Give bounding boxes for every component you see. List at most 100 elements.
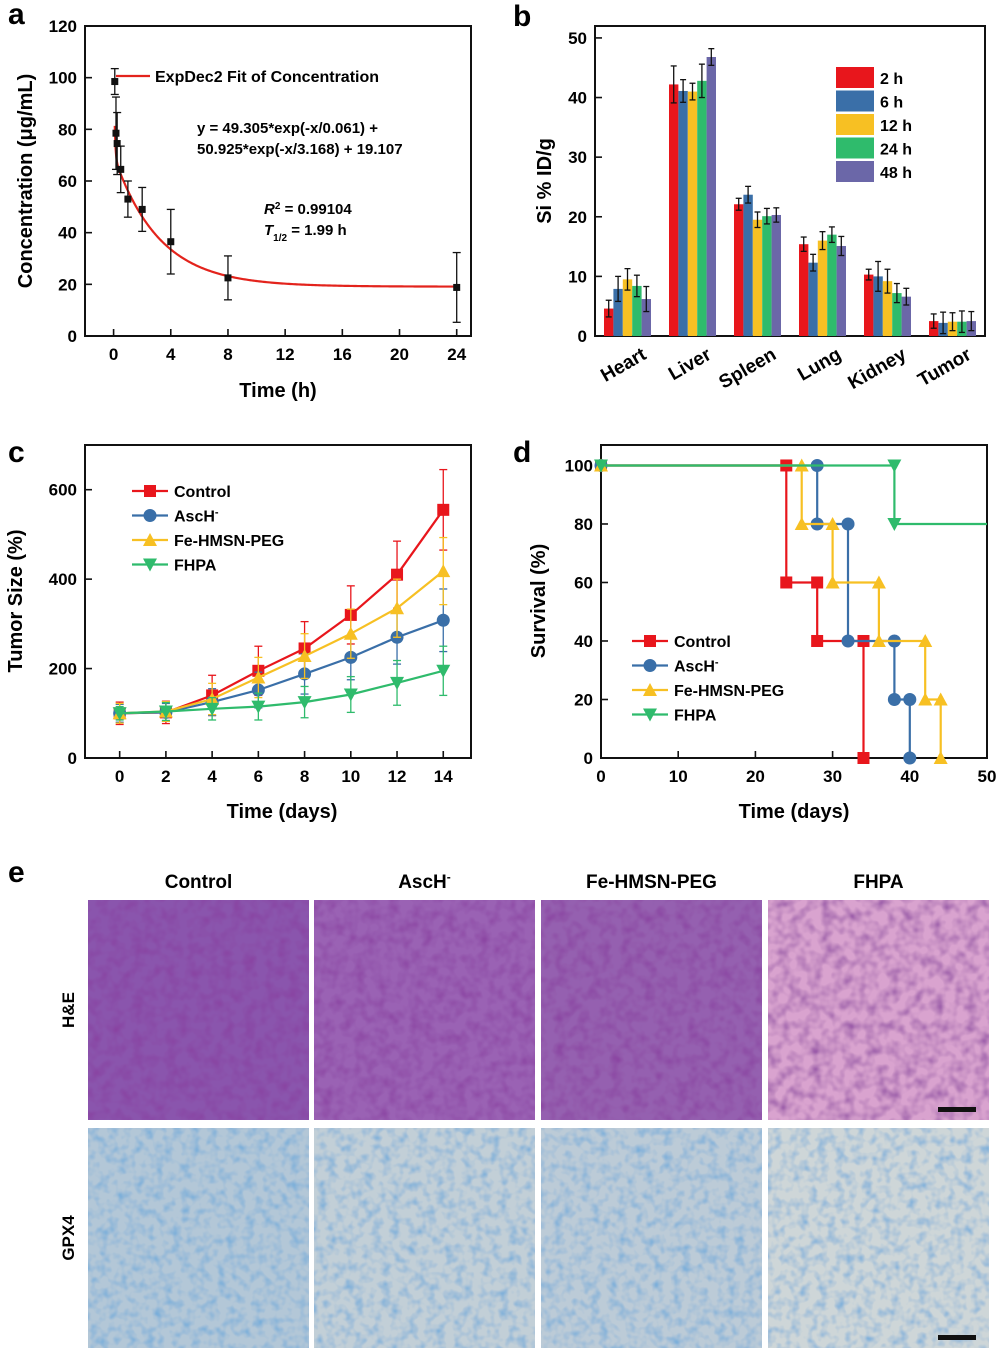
- chart-b-errorbar: [903, 287, 910, 306]
- scale-bar: [938, 1107, 976, 1112]
- chart-b-bar: [743, 194, 753, 336]
- chart-b-errorbar: [754, 211, 761, 229]
- histology-row-label: H&E: [59, 992, 78, 1028]
- gpx4-image: [541, 1128, 762, 1348]
- chart-b-bar: [892, 293, 902, 336]
- chart-c-xtick-label: 14: [434, 767, 453, 786]
- histology-row-label: GPX4: [59, 1215, 78, 1261]
- chart-b-errorbar: [605, 299, 612, 318]
- chart-c-xtick-label: 2: [161, 767, 170, 786]
- chart-d-point: [594, 459, 608, 473]
- chart-a-point: [453, 283, 461, 291]
- chart-d-ytick-label: 0: [584, 749, 593, 768]
- chart-b-errorbar: [689, 82, 696, 101]
- chart-d-series: [594, 458, 987, 765]
- chart-d-xtick-label: 10: [669, 767, 688, 786]
- histology-grid: Control AscH- Fe-HMSN-PEG FHPA H&E GPX4: [59, 870, 989, 1348]
- chart-d-legend: Control AscH- Fe-HMSN-PEG FHPA: [632, 634, 784, 725]
- chart-b-bar: [799, 244, 809, 336]
- chart-c-xtick-label: 6: [254, 767, 263, 786]
- chart-d-point: [933, 751, 948, 764]
- chart-b-bar: [808, 262, 818, 336]
- chart-a-xtick-label: 0: [109, 345, 118, 364]
- chart-a-ytick-label: 20: [58, 275, 77, 294]
- chart-a-thalf-value: = 1.99 h: [287, 222, 347, 239]
- chart-c-point: [436, 613, 450, 627]
- chart-a-r2: R2 = 0.99104: [264, 201, 352, 219]
- chart-b-category-label: Tumor: [915, 344, 976, 391]
- chart-b-errorbar: [800, 236, 807, 252]
- chart-d-point: [933, 692, 948, 706]
- chart-b-errorbar: [643, 285, 650, 313]
- chart-d-xtick-label: 40: [900, 767, 919, 786]
- chart-a-ticks: 0 20 40 60 80 100 120 0 4 8 12 16 20 24: [49, 17, 467, 364]
- chart-d-point: [887, 459, 902, 473]
- chart-d-line: [601, 464, 987, 526]
- chart-a-xtick-label: 20: [390, 345, 409, 364]
- chart-d-point: [887, 692, 901, 706]
- chart-a-point: [167, 238, 175, 246]
- chart-b-errorbar: [708, 48, 715, 66]
- chart-a-point: [113, 140, 121, 148]
- chart-d-legend-marker: [644, 635, 656, 647]
- chart-b-bar: [836, 245, 846, 336]
- chart-c-ytick-label: 600: [49, 481, 77, 500]
- chart-d-point: [780, 576, 793, 589]
- chart-c-legend-marker: [143, 509, 157, 522]
- chart-d-point: [841, 517, 855, 531]
- chart-b-errorbar: [624, 267, 631, 291]
- chart-b-legend-swatch: [836, 137, 874, 159]
- chart-d-legend-label: Fe-HMSN-PEG: [674, 683, 784, 700]
- chart-b: 0 10 20 30 40 50 2 h 6 h 12 h 24 h 48 h Heart Live…: [534, 25, 986, 394]
- chart-b-legend-label: 48 h: [880, 165, 912, 182]
- chart-b-category-label: Lung: [794, 344, 845, 385]
- chart-b-category-labels: Heart Liver Spleen Lung Kidney Tumor: [597, 344, 975, 394]
- chart-a-xtick-label: 24: [447, 345, 466, 364]
- chart-b-errorbar: [615, 275, 622, 303]
- chart-c-line: [119, 570, 444, 715]
- chart-b-legend-swatch: [836, 161, 874, 182]
- chart-a-xtick-label: 4: [166, 345, 176, 364]
- chart-c-point: [390, 676, 405, 690]
- chart-d-legend-marker: [643, 659, 657, 672]
- panel-label-b: b: [513, 0, 531, 33]
- chart-b-legend-swatch: [836, 67, 874, 88]
- chart-d-series-1: [594, 458, 917, 765]
- chart-b-errorbar: [838, 235, 845, 257]
- chart-c-ylabel: Tumor Size (%): [5, 530, 27, 673]
- chart-a-ytick-label: 0: [68, 327, 77, 346]
- chart-a-ytick-label: 60: [58, 172, 77, 191]
- chart-a-point: [117, 165, 125, 173]
- chart-b-legend-label: 24 h: [880, 142, 912, 159]
- chart-d-ytick-label: 60: [574, 573, 593, 592]
- chart-d-xtick-label: 30: [823, 767, 842, 786]
- histology-column-label: Control: [165, 872, 233, 893]
- chart-b-errorbar: [698, 63, 705, 99]
- chart-a-point: [111, 78, 119, 86]
- chart-b-errorbar: [670, 65, 677, 104]
- he-image: [88, 900, 309, 1120]
- chart-c-point: [251, 700, 266, 714]
- scale-bar: [938, 1335, 976, 1340]
- chart-d-point: [918, 633, 933, 647]
- chart-b-bar: [632, 285, 642, 336]
- chart-b-bar: [873, 276, 883, 336]
- chart-b-errorbar: [949, 312, 956, 332]
- chart-b-category-label: Spleen: [716, 344, 780, 393]
- chart-b-errorbar: [865, 268, 872, 281]
- chart-c-point: [436, 564, 451, 578]
- chart-a-legend-label: ExpDec2 Fit of Concentration: [155, 69, 379, 86]
- chart-a-xtick-label: 8: [223, 345, 232, 364]
- chart-d-xlabel: Time (days): [739, 801, 850, 823]
- chart-b-errorbar: [763, 207, 770, 225]
- chart-b-errorbar: [773, 207, 780, 223]
- chart-a-ylabel: Concentration (μg/mL): [15, 74, 37, 288]
- chart-b-errorbar: [633, 274, 640, 298]
- chart-d-xtick-label: 20: [746, 767, 765, 786]
- chart-c-legend-label: AscH-: [174, 507, 219, 526]
- chart-d-legend-marker: [643, 708, 657, 722]
- chart-b-bar: [882, 281, 893, 336]
- chart-d-point: [825, 575, 840, 589]
- chart-b-ytick-label: 10: [568, 267, 587, 286]
- chart-c-xtick-label: 12: [388, 767, 407, 786]
